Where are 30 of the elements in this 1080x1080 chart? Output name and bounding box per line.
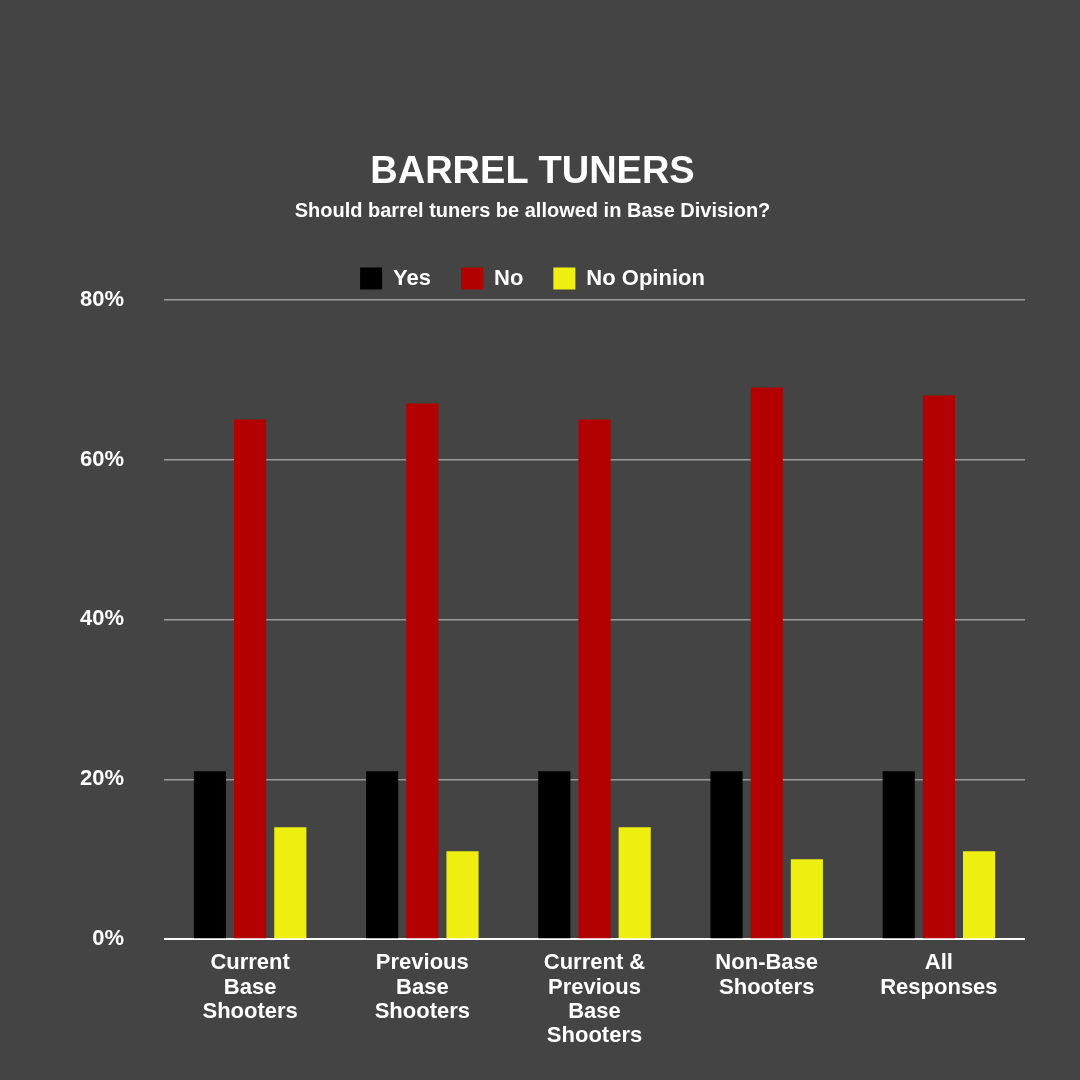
bar (366, 771, 399, 939)
bar (750, 387, 783, 939)
legend-label: No (494, 264, 524, 290)
bar (578, 419, 611, 939)
bar (446, 851, 479, 939)
bar (963, 851, 996, 939)
bar (274, 827, 307, 939)
bar (406, 403, 439, 939)
y-tick-label: 80% (79, 285, 125, 311)
bar (710, 771, 743, 939)
x-tick-label: Current Base Shooters (202, 949, 298, 1023)
x-tick-label: Non-Base Shooters (715, 949, 819, 999)
chart-subtitle: Should barrel tuners be allowed in Base Division? (294, 199, 771, 222)
x-tick-label: Previous Base Shooters (374, 949, 470, 1023)
legend-label: Yes (393, 264, 432, 290)
x-tick-label: All Responses (880, 949, 998, 999)
bar (234, 419, 267, 939)
bar (882, 771, 915, 939)
y-tick-label: 60% (79, 445, 125, 471)
bar (193, 771, 227, 939)
y-tick-label: 20% (79, 765, 125, 791)
bar (790, 859, 823, 939)
bar (538, 771, 571, 939)
x-tick-label: Current & Previous Base Shooters (543, 949, 646, 1047)
bar (618, 827, 651, 939)
y-tick-label: 40% (79, 605, 125, 631)
bar (922, 395, 955, 939)
legend-label: No Opinion (586, 264, 705, 290)
y-tick-label: 0% (92, 925, 125, 951)
chart-title: BARREL TUNERS (370, 149, 695, 192)
